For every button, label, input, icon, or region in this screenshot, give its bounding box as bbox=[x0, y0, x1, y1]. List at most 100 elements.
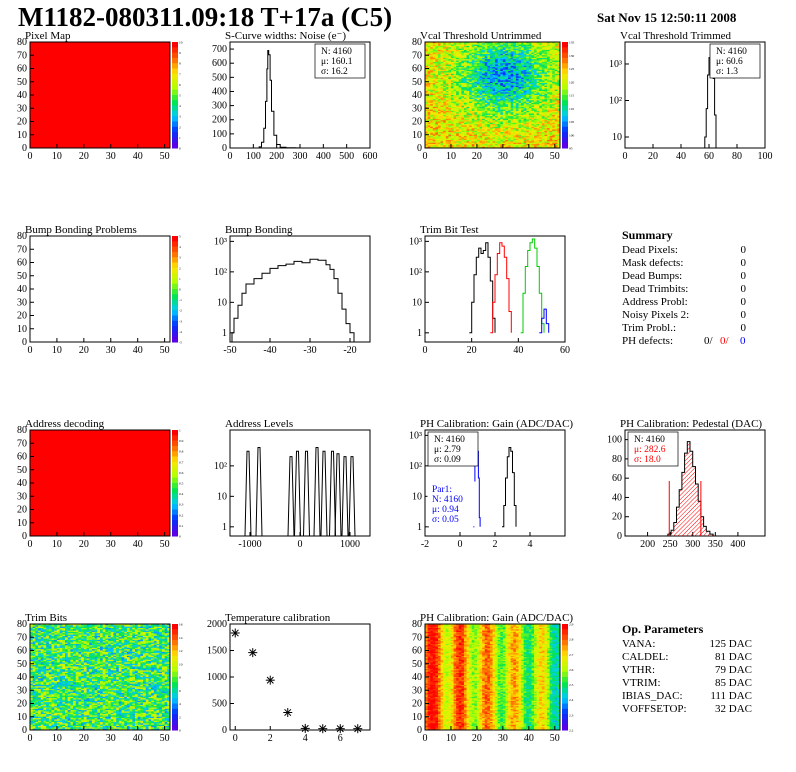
ph-gain-map-xtick-label: 30 bbox=[498, 733, 508, 744]
pixel-map-ytick-label: 80 bbox=[17, 37, 27, 48]
op-parameters-row-label: VTRIM: bbox=[622, 677, 661, 689]
ph-gain-map-colorbar-cell bbox=[562, 634, 568, 641]
summary-row-label: Address Probl: bbox=[622, 296, 688, 308]
vcal-untrimmed-colorbar-cell bbox=[562, 105, 568, 112]
ph-gain-map-xtick-label: 0 bbox=[423, 733, 428, 744]
trim-bits-zscale-label: 6 bbox=[179, 689, 181, 693]
bump-bonding-frame bbox=[229, 235, 371, 343]
vcal-trimmed-stat-n: N: 4160 bbox=[716, 47, 747, 57]
vcal-untrimmed-ytick-label: 30 bbox=[412, 103, 422, 114]
trim-bits-colorbar-cell bbox=[172, 661, 178, 667]
address-levels-xtick-label: 1000 bbox=[340, 539, 360, 550]
temperature-calibration-xtick-label: 6 bbox=[338, 733, 343, 744]
ph-gain-xtick-label: -2 bbox=[421, 539, 429, 550]
trim-bits-colorbar-cell bbox=[172, 677, 178, 683]
address-decoding-zscale-label: 0.7 bbox=[179, 460, 184, 464]
pixel-map-colorbar-cell bbox=[172, 137, 178, 144]
pixel-map-ytick-label: 20 bbox=[17, 117, 27, 128]
address-decoding-colorbar-cell bbox=[172, 430, 178, 436]
address-levels-spike bbox=[348, 456, 356, 537]
ph-gain-map-ytick-label: 70 bbox=[412, 632, 422, 643]
vcal-trimmed-ytick-label: 10³ bbox=[609, 59, 622, 70]
trim-bits-colorbar-cell bbox=[172, 724, 178, 731]
bump-bonding-ytick-label: 10² bbox=[214, 267, 227, 278]
ph-gain-map-zscale-label: 2.3 bbox=[569, 713, 574, 717]
address-decoding-colorbar-cell bbox=[172, 435, 178, 442]
ph-gain-map-title: PH Calibration: Gain (ADC/DAC) bbox=[420, 612, 573, 624]
vcal-untrimmed-colorbar-cell bbox=[562, 137, 568, 144]
ph-gain-map-ytick-label: 60 bbox=[412, 646, 422, 657]
bump-problems-colorbar-cell bbox=[172, 267, 178, 274]
trim-bit-test-series-2 bbox=[520, 238, 545, 334]
trim-bit-test-xtick-label: 20 bbox=[467, 345, 477, 356]
address-decoding-ytick-label: 30 bbox=[17, 491, 27, 502]
ph-gain-map-zscale-label: 2.5 bbox=[569, 683, 574, 687]
pixel-map-ytick-label: 0 bbox=[22, 143, 27, 154]
pixel-map-colorbar-cell bbox=[172, 126, 178, 133]
vcal-untrimmed-colorbar-cell bbox=[562, 84, 568, 91]
ph-gain-stat-n: N: 4160 bbox=[434, 435, 465, 445]
trim-bits-xtick-label: 20 bbox=[79, 733, 89, 744]
bump-bonding-ytick-label: 10³ bbox=[214, 236, 227, 247]
pixel-map-colorbar-cell bbox=[172, 73, 178, 80]
scurve-noise-stat-sigma: σ: 16.2 bbox=[321, 67, 348, 77]
trim-bits-title: Trim Bits bbox=[25, 612, 67, 624]
bump-problems-zscale-label: -3 bbox=[179, 319, 182, 323]
address-levels-ytick-label: 1 bbox=[222, 522, 227, 533]
pixel-map-colorbar-cell bbox=[172, 42, 178, 48]
vcal-untrimmed-colorbar-cell bbox=[562, 132, 568, 138]
address-decoding-zscale-label: 0.1 bbox=[179, 524, 184, 528]
trim-bits-xtick-label: 50 bbox=[160, 733, 170, 744]
ph-gain-map-colorbar-cell bbox=[562, 682, 568, 689]
address-levels-spike bbox=[255, 446, 263, 537]
trim-bits-colorbar-cell bbox=[172, 634, 178, 641]
trim-bits-colorbar-cell bbox=[172, 714, 178, 720]
date-stamp: Sat Nov 15 12:50:11 2008 bbox=[597, 10, 737, 25]
bump-problems-ytick-label: 10 bbox=[17, 324, 27, 335]
trim-bit-test-title: Trim Bit Test bbox=[420, 224, 479, 236]
address-decoding-zscale-label: 0.8 bbox=[179, 450, 184, 454]
vcal-untrimmed-zscale-label: 95 bbox=[569, 147, 573, 151]
address-decoding-colorbar-cell bbox=[172, 525, 178, 532]
address-decoding-colorbar-cell bbox=[172, 483, 178, 489]
ph-gain-par1-label: Par1: bbox=[432, 485, 452, 495]
temperature-calibration-ytick-label: 2000 bbox=[207, 619, 227, 630]
ph-pedestal-series-0 bbox=[663, 441, 714, 537]
ph-gain-map-zscale-label: 2.9 bbox=[569, 623, 574, 627]
address-decoding-colorbar-cell bbox=[172, 498, 178, 505]
bump-bonding-ytick-label: 10 bbox=[217, 297, 227, 308]
ph-gain-series-0 bbox=[502, 447, 517, 528]
pixel-map-colorbar-cell bbox=[172, 121, 178, 128]
trim-bits-zscale-label: 16 bbox=[179, 623, 183, 627]
ph-gain-map-zscale-label: 2.6 bbox=[569, 668, 574, 672]
pixel-map-ytick-label: 40 bbox=[17, 90, 27, 101]
pixel-map-zscale-label: 3 bbox=[179, 115, 181, 119]
pixel-map-ytick-label: 10 bbox=[17, 130, 27, 141]
trim-bits-colorbar-cell bbox=[172, 708, 178, 715]
address-decoding-xtick-label: 0 bbox=[28, 539, 33, 550]
trim-bits-colorbar-cell bbox=[172, 624, 178, 630]
ph-gain-stats-box bbox=[427, 431, 479, 467]
ph-gain-map-colorbar-cell bbox=[562, 714, 568, 720]
vcal-untrimmed-colorbar-cell bbox=[562, 57, 568, 64]
ph-gain-map-xtick-label: 20 bbox=[472, 733, 482, 744]
vcal-trimmed-stat-mean: μ: 60.6 bbox=[716, 57, 743, 67]
ph-gain-map-colorbar-cell bbox=[562, 692, 568, 699]
bump-problems-colorbar-cell bbox=[172, 241, 178, 248]
address-decoding-xtick-label: 20 bbox=[79, 539, 89, 550]
address-decoding-ytick-label: 50 bbox=[17, 465, 27, 476]
address-decoding-fill bbox=[30, 430, 170, 536]
scurve-noise-ytick-label: 500 bbox=[212, 72, 227, 83]
trim-bit-test-xtick-label: 0 bbox=[423, 345, 428, 356]
pixel-map-zscale-label: 10 bbox=[179, 41, 183, 45]
vcal-trimmed-xtick-label: 40 bbox=[676, 151, 686, 162]
trim-bit-test-frame bbox=[424, 235, 566, 343]
bump-problems-colorbar-cell bbox=[172, 299, 178, 306]
bump-problems-colorbar-cell bbox=[172, 257, 178, 263]
summary-row-label: Noisy Pixels 2: bbox=[622, 309, 690, 321]
vcal-trimmed-stat-sigma: σ: 1.3 bbox=[716, 67, 738, 77]
temperature-calibration-ytick-label: 1500 bbox=[207, 646, 227, 657]
ph-gain-stat-sigma: σ: 0.09 bbox=[434, 455, 461, 465]
trim-bit-test-series-0 bbox=[469, 242, 496, 334]
scurve-noise-stats-box bbox=[314, 43, 366, 79]
